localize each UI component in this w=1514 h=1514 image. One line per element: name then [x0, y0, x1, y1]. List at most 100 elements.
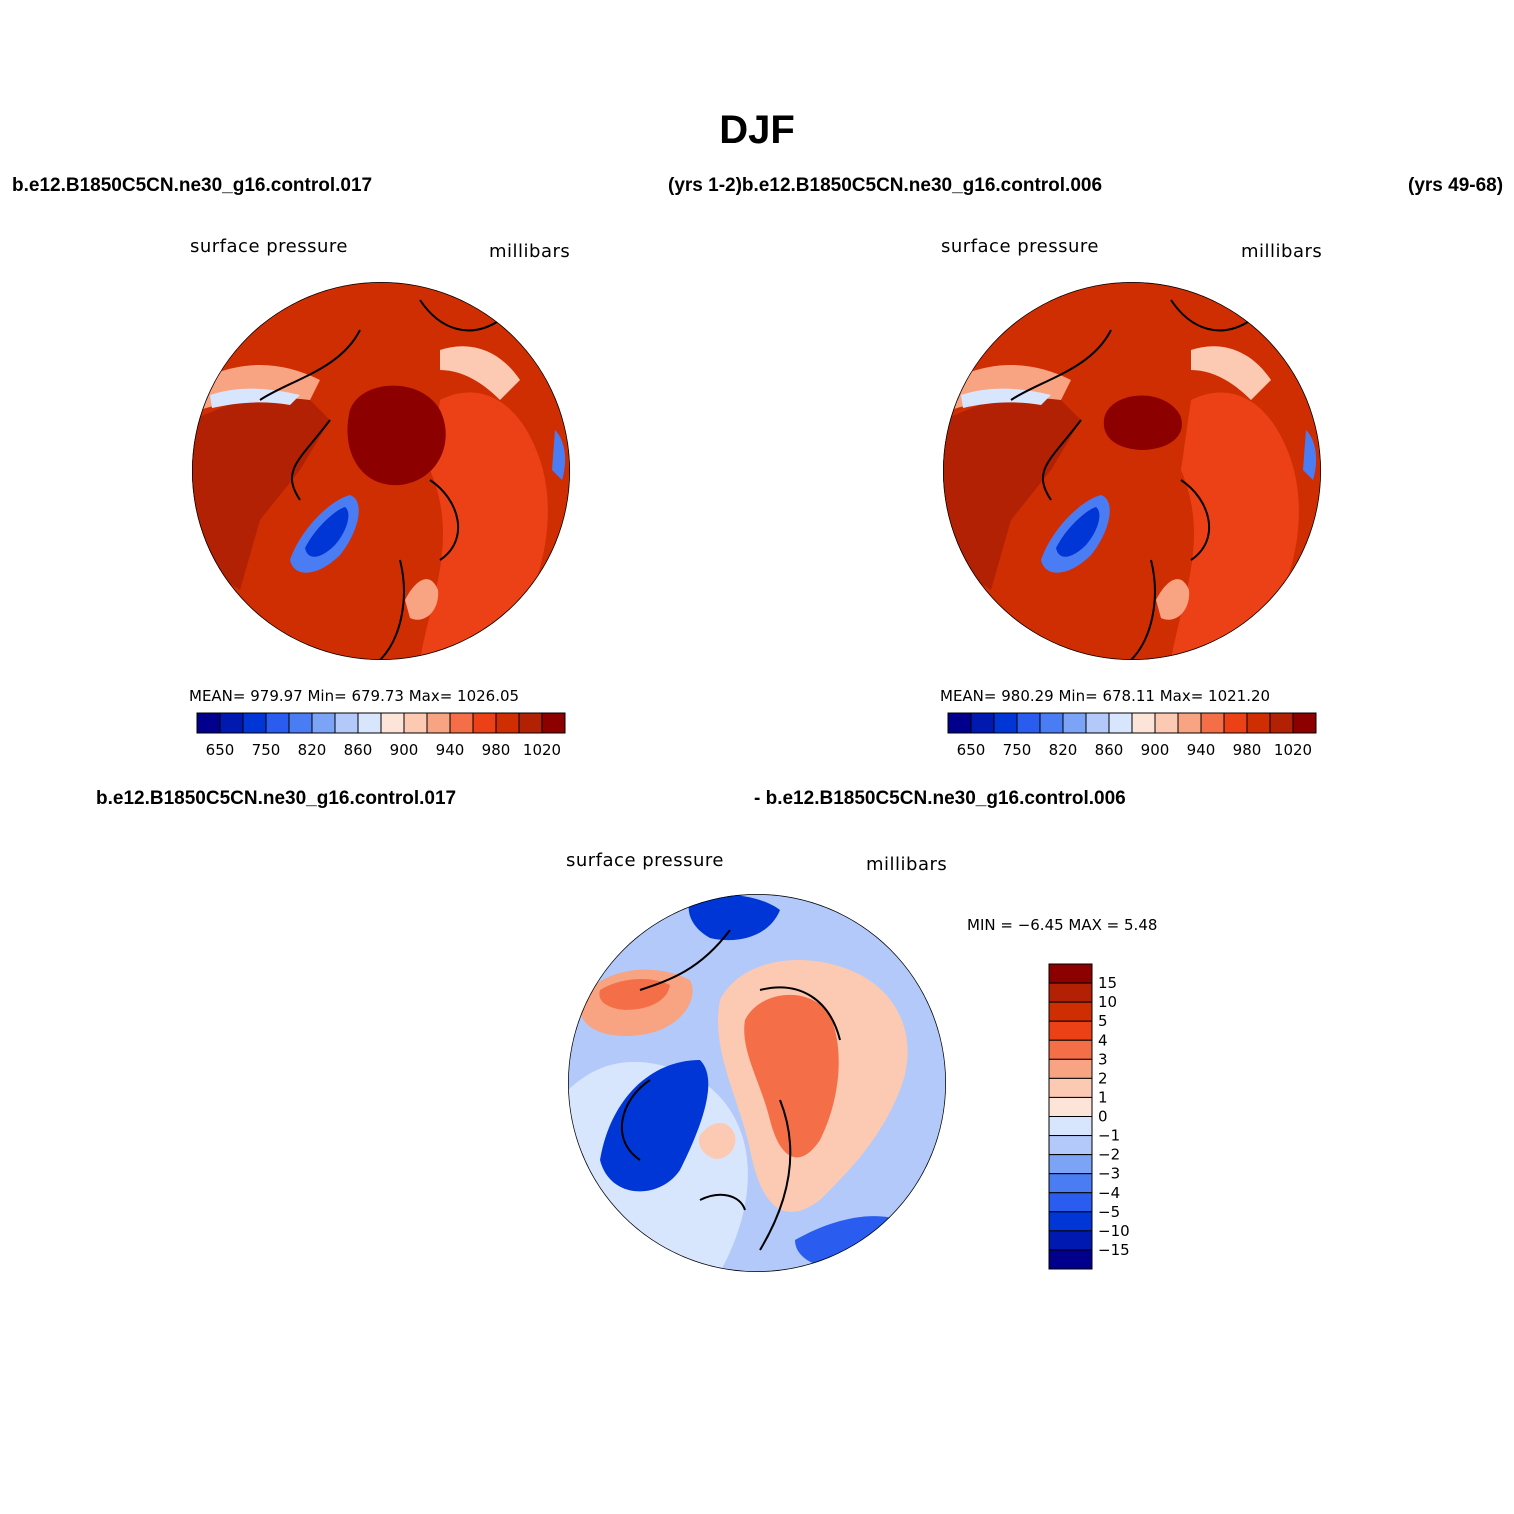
colorbar-cell	[357, 712, 382, 734]
map1-region-scandinavia	[405, 579, 439, 620]
colorbar-cell	[1048, 963, 1093, 984]
panel2-stats: MEAN= 980.29 Min= 678.11 Max= 1021.20	[940, 687, 1271, 705]
colorbar-tick-label: −10	[1098, 1222, 1130, 1240]
colorbar-tick-label: 860	[344, 741, 373, 759]
map1-region-eurasia	[420, 392, 548, 660]
colorbar-tick-label: 900	[390, 741, 419, 759]
map3-region-eurasia-core	[744, 994, 839, 1158]
diff-case-right-title: - b.e12.B1850C5CN.ne30_g16.control.006	[754, 788, 1126, 809]
map3-region-neg-south	[795, 1216, 900, 1268]
colorbar-cell	[1048, 1001, 1093, 1022]
diff-case-left-title: b.e12.B1850C5CN.ne30_g16.control.017	[96, 788, 457, 809]
colorbar-cell	[518, 712, 543, 734]
colorbar-cell	[334, 712, 359, 734]
map1-region-tibet	[552, 430, 566, 480]
colorbar-cell	[196, 712, 221, 734]
colorbar-cell	[1131, 712, 1156, 734]
map1-region-siberia-light	[440, 346, 520, 400]
colorbar-tick-label: 2	[1098, 1069, 1108, 1087]
colorbar-cell	[993, 712, 1018, 734]
colorbar-cell	[1048, 1039, 1093, 1060]
colorbar-tick-label: 820	[298, 741, 327, 759]
colorbar-tick-label: 650	[957, 741, 986, 759]
colorbar-cell	[1246, 712, 1271, 734]
panel3-units: millibars	[866, 854, 948, 875]
panel2-units: millibars	[1241, 241, 1323, 262]
colorbar-tick-label: −15	[1098, 1241, 1130, 1259]
colorbar-cell	[1108, 712, 1133, 734]
panel1-variable: surface pressure	[190, 236, 348, 257]
map2-region-siberia-light	[1191, 346, 1271, 400]
colorbar-cell	[1048, 1020, 1093, 1041]
colorbar-cell	[1269, 712, 1294, 734]
colorbar-tick-label: −3	[1098, 1165, 1120, 1183]
colorbar-cell	[1292, 712, 1317, 734]
map2-region-tibet	[1303, 430, 1317, 480]
colorbar-tick-label: −4	[1098, 1184, 1120, 1202]
map3-coastlines	[621, 929, 841, 1251]
colorbar-cell	[1016, 712, 1041, 734]
map2-region-scandinavia	[1156, 579, 1190, 620]
colorbar-tick-label: 15	[1098, 974, 1117, 992]
colorbar-tick-label: 0	[1098, 1108, 1108, 1126]
colorbar-cell	[1177, 712, 1202, 734]
colorbar-tick-label: 5	[1098, 1012, 1108, 1030]
map2-greenland-inner	[1056, 507, 1100, 557]
map2-coastlines	[1010, 299, 1252, 660]
colorbar-cell	[947, 712, 972, 734]
colorbar-tick-label: −1	[1098, 1127, 1120, 1145]
colorbar-tick-label: 10	[1098, 993, 1117, 1011]
colorbar-tick-label: 820	[1049, 741, 1078, 759]
map1-region-pacific-low	[210, 388, 300, 408]
colorbar-panel-1: 650 750 820 860 900 940 980 1020	[196, 712, 566, 759]
colorbar-cell	[1048, 1230, 1093, 1251]
colorbar-cell	[472, 712, 497, 734]
colorbar-cell	[288, 712, 313, 734]
colorbar-cell	[1048, 1077, 1093, 1098]
colorbar-tick-label: 4	[1098, 1031, 1108, 1049]
map-panel-1	[192, 282, 570, 660]
map1-region-na	[192, 390, 330, 590]
colorbar-cell	[1048, 1211, 1093, 1232]
colorbar-tick-label: 3	[1098, 1050, 1108, 1068]
map-panel-2	[943, 282, 1321, 660]
colorbar-cell	[426, 712, 451, 734]
colorbar-cell	[1048, 1154, 1093, 1175]
colorbar-cell	[1200, 712, 1225, 734]
colorbar-cell	[1085, 712, 1110, 734]
colorbar-cell	[1154, 712, 1179, 734]
colorbar-tick-label: 980	[1233, 741, 1262, 759]
colorbar-cell	[1048, 1173, 1093, 1194]
colorbar-tick-label: 900	[1141, 741, 1170, 759]
map3-region-neg-north	[688, 894, 780, 941]
colorbar-cell	[1048, 1116, 1093, 1137]
colorbar-tick-label: 940	[1187, 741, 1216, 759]
colorbar-cell	[1048, 982, 1093, 1003]
colorbar-tick-label: 980	[482, 741, 511, 759]
colorbar-cell	[1048, 1135, 1093, 1156]
colorbar-cell	[1062, 712, 1087, 734]
map3-region-neg	[600, 1060, 709, 1192]
colorbar-cell	[970, 712, 995, 734]
map3-region-greenland-pos	[698, 1122, 736, 1159]
colorbar-cell	[1048, 1058, 1093, 1079]
map1-greenland-inner	[305, 507, 349, 557]
top-right-years-label: (yrs 49-68)	[1408, 175, 1504, 196]
colorbar-tick-label: 1020	[523, 741, 561, 759]
map2-region-pacific-low	[961, 388, 1051, 408]
colorbar-cell	[1223, 712, 1248, 734]
colorbar-cell	[311, 712, 336, 734]
colorbar-tick-label: 1	[1098, 1088, 1108, 1106]
colorbar-cell	[1048, 1249, 1093, 1270]
colorbar-tick-label: 1020	[1274, 741, 1312, 759]
panel1-units: millibars	[489, 241, 571, 262]
colorbar-cell	[265, 712, 290, 734]
colorbar-cell	[1039, 712, 1064, 734]
map2-region-eurasia	[1171, 392, 1299, 660]
colorbar-tick-label: 860	[1095, 741, 1124, 759]
colorbar-cell	[541, 712, 566, 734]
colorbar-tick-label: −5	[1098, 1203, 1120, 1221]
colorbar-cell	[449, 712, 474, 734]
